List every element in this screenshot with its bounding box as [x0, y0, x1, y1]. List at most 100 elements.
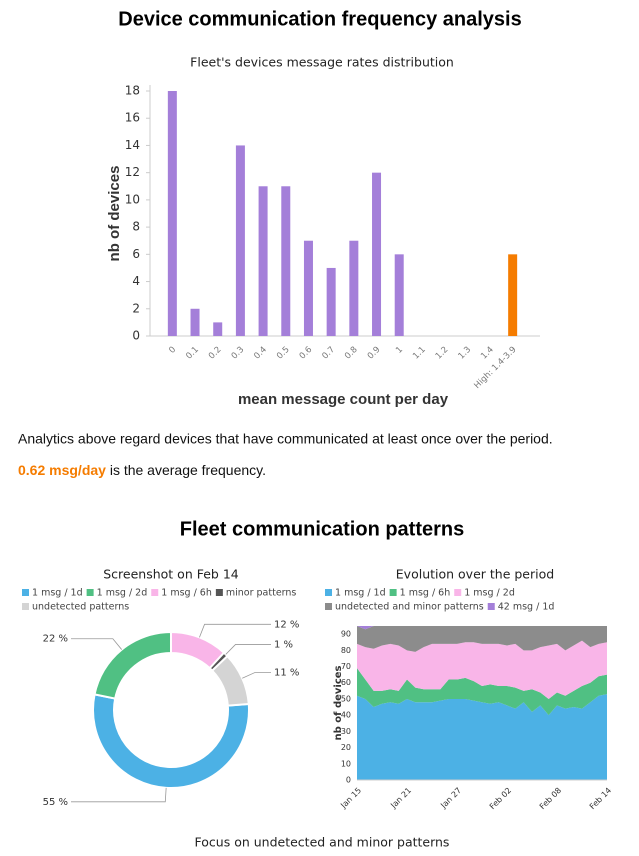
legend-label: 1 msg / 6h — [161, 588, 212, 599]
x-tick-label: 1.4 — [479, 345, 496, 362]
y-tick-label: 18 — [125, 84, 140, 98]
x-tick-label: 1.2 — [434, 345, 451, 362]
y-tick-label: 60 — [341, 678, 351, 687]
legend-label: 1 msg / 2d — [97, 588, 148, 599]
note: Analytics above regard devices that have… — [18, 431, 553, 447]
bar — [303, 240, 313, 336]
x-tick-label: 1 — [394, 345, 405, 356]
pie-slice — [210, 654, 250, 707]
x-tick-label: 1.3 — [457, 345, 474, 362]
chart-title: Screenshot on Feb 14 — [103, 567, 239, 582]
y-tick-label: 4 — [132, 274, 140, 288]
y-tick-label: 80 — [341, 646, 351, 655]
legend-label: 1 msg / 6h — [400, 588, 451, 599]
y-tick-label: 8 — [132, 220, 140, 234]
y-tick-label: 20 — [341, 743, 351, 752]
y-tick-label: 0 — [132, 329, 140, 343]
y-tick-label: 2 — [132, 301, 140, 315]
y-axis-label: nb of devices — [333, 665, 344, 740]
x-tick-label: 0.9 — [366, 345, 383, 362]
x-tick-label: 0.1 — [184, 345, 201, 362]
bar — [167, 91, 177, 336]
average-text: is the average frequency. — [110, 462, 266, 478]
bar — [235, 145, 245, 336]
label-leader — [71, 638, 123, 650]
legend-swatch — [389, 589, 397, 596]
x-tick-label: 0.6 — [298, 345, 315, 362]
x-tick-label: Feb 14 — [588, 786, 613, 811]
area — [357, 640, 607, 699]
bar — [190, 308, 200, 336]
x-tick-label: 0.5 — [275, 345, 292, 362]
x-tick-label: 0.4 — [252, 345, 269, 362]
legend-label: 1 msg / 2d — [464, 588, 515, 599]
data-label: 12 % — [274, 619, 299, 630]
legend-label: 42 msg / 1d — [498, 602, 555, 613]
pie-slice — [92, 693, 250, 789]
legend-label: 1 msg / 1d — [335, 588, 386, 599]
y-tick-label: 14 — [125, 138, 140, 152]
legend-label: undetected patterns — [32, 602, 129, 613]
bar — [258, 186, 268, 336]
chart-title: Evolution over the period — [396, 567, 554, 582]
label-leader — [71, 787, 167, 803]
chart-title: Fleet's devices message rates distributi… — [190, 55, 454, 70]
x-tick-label: Feb 02 — [488, 786, 513, 811]
page-title: Device communication frequency analysis — [118, 8, 522, 30]
legend-label: undetected and minor patterns — [335, 602, 484, 613]
pie-slice — [93, 630, 172, 700]
y-tick-label: 30 — [341, 727, 351, 736]
legend-swatch — [325, 603, 332, 610]
x-tick-label: 0.8 — [343, 345, 360, 362]
x-tick-label: 0.2 — [207, 345, 224, 362]
y-tick-label: 40 — [341, 711, 351, 720]
x-tick-label: Jan 15 — [338, 786, 363, 811]
x-tick-label: Jan 21 — [388, 786, 413, 811]
y-axis-label: nb of devices — [106, 166, 123, 262]
label-leader — [199, 623, 271, 638]
bar — [394, 254, 404, 336]
bar — [281, 186, 291, 336]
y-tick-label: 16 — [125, 111, 140, 125]
legend-swatch — [151, 589, 159, 596]
legend-label: minor patterns — [226, 588, 297, 599]
average-note: 0.62 msg/day is the average frequency. — [18, 462, 266, 478]
y-tick-label: 70 — [341, 662, 351, 671]
data-label: 55 % — [43, 797, 68, 808]
y-tick-label: 12 — [125, 165, 140, 179]
bar — [213, 322, 223, 336]
area — [357, 626, 607, 652]
x-tick-label: 0 — [167, 345, 178, 356]
y-tick-label: 0 — [346, 776, 351, 785]
x-tick-label: 0.7 — [320, 345, 337, 362]
legend-swatch — [22, 589, 29, 596]
footer-text: Focus on undetected and minor patterns — [195, 835, 450, 850]
x-tick-label: Feb 08 — [538, 786, 563, 811]
x-tick-label: Jan 27 — [438, 786, 463, 811]
y-tick-label: 10 — [125, 192, 140, 206]
legend-swatch — [22, 603, 29, 610]
legend-swatch — [487, 603, 495, 610]
y-tick-label: 6 — [132, 247, 140, 261]
y-tick-label: 90 — [341, 630, 351, 639]
data-label: 22 % — [43, 634, 68, 645]
bar — [326, 267, 336, 336]
y-tick-label: 50 — [341, 694, 351, 703]
section-title: Fleet communication patterns — [180, 518, 465, 540]
data-label: 1 % — [274, 639, 293, 650]
legend-swatch — [215, 589, 223, 596]
bar — [508, 254, 518, 336]
x-tick-label: 0.3 — [230, 345, 247, 362]
bar — [349, 240, 359, 336]
legend-swatch — [325, 589, 332, 596]
legend-swatch — [86, 589, 94, 596]
label-leader — [242, 672, 271, 679]
average-value: 0.62 msg/day — [18, 462, 106, 478]
x-axis-label: mean message count per day — [238, 391, 449, 408]
y-tick-label: 10 — [341, 759, 351, 768]
area — [357, 694, 607, 780]
area — [357, 668, 607, 716]
bar — [372, 172, 382, 336]
data-label: 11 % — [274, 667, 299, 678]
